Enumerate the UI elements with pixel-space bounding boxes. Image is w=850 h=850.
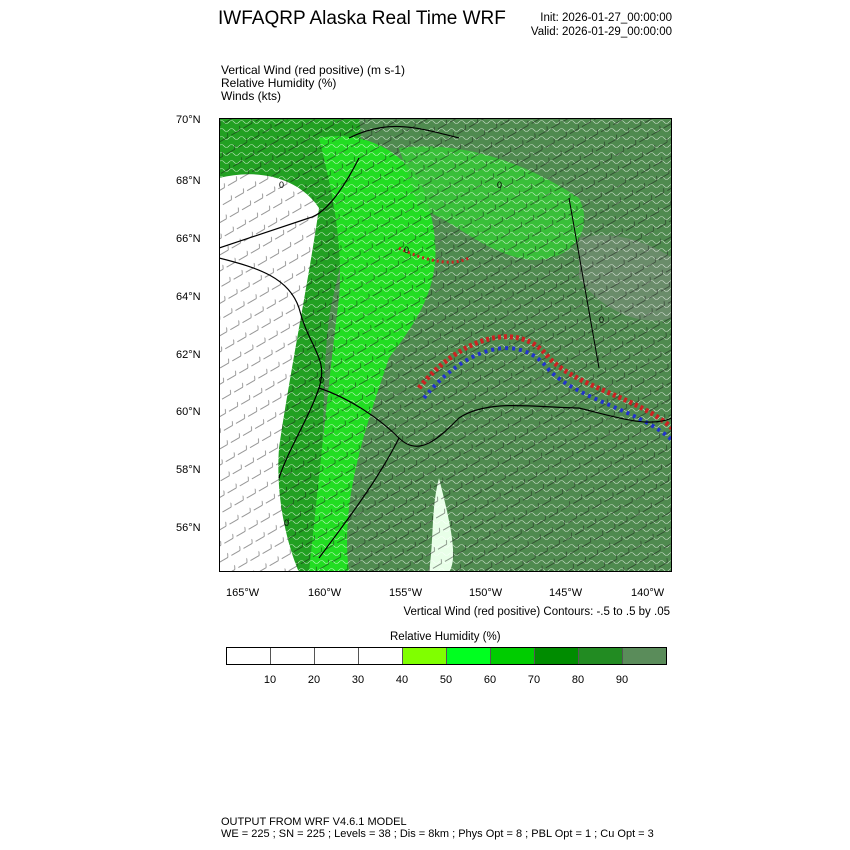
colorbar-swatch: [359, 648, 403, 664]
contour-label: 0: [404, 245, 409, 255]
lon-label: 145°W: [549, 587, 583, 599]
colorbar-label: 80: [571, 674, 585, 686]
field-label-rh: Relative Humidity (%): [221, 76, 337, 90]
contour-label: 0: [599, 315, 604, 325]
lon-label: 165°W: [226, 587, 260, 599]
contour-label: 0: [279, 180, 284, 190]
colorbar-label: 60: [483, 674, 497, 686]
colorbar-label: 20: [307, 674, 321, 686]
colorbar-swatch: [403, 648, 447, 664]
colorbar-label: 70: [527, 674, 541, 686]
init-time: Init: 2026-01-27_00:00:00: [540, 12, 672, 24]
lat-label: 66°N: [176, 233, 201, 245]
contour-label: 0: [497, 180, 502, 190]
weather-map: 0 0 0 0 0 0: [219, 118, 672, 572]
lon-label: 140°W: [631, 587, 665, 599]
footer-model: OUTPUT FROM WRF V4.6.1 MODEL: [221, 816, 407, 828]
colorbar-swatch: [227, 648, 271, 664]
colorbar-label: 40: [395, 674, 409, 686]
colorbar-title: Relative Humidity (%): [390, 631, 501, 643]
lon-label: 160°W: [308, 587, 342, 599]
contour-note: Vertical Wind (red positive) Contours: -…: [403, 606, 670, 618]
plot-title: IWFAQRP Alaska Real Time WRF: [218, 8, 506, 29]
lat-label: 70°N: [176, 114, 201, 126]
contour-label: 0: [319, 375, 324, 385]
colorbar-label: 90: [615, 674, 629, 686]
coastline: [219, 125, 672, 559]
valid-time: Valid: 2026-01-29_00:00:00: [530, 26, 672, 38]
field-label-vertical-wind: Vertical Wind (red positive) (m s-1): [221, 63, 406, 77]
colorbar: [226, 647, 667, 665]
lon-label: 155°W: [389, 587, 423, 599]
colorbar-swatch: [623, 648, 666, 664]
colorbar-label: 30: [351, 674, 365, 686]
map-frame: [219, 118, 672, 572]
lat-label: 60°N: [176, 406, 201, 418]
lon-label: 150°W: [469, 587, 503, 599]
colorbar-swatch: [315, 648, 359, 664]
colorbar-swatch: [491, 648, 535, 664]
lat-label: 58°N: [176, 464, 201, 476]
colorbar-swatch: [447, 648, 491, 664]
footer-config: WE = 225 ; SN = 225 ; Levels = 38 ; Dis …: [221, 828, 654, 840]
wind-barbs: [219, 118, 672, 572]
colorbar-swatch: [579, 648, 623, 664]
colorbar-swatch: [271, 648, 315, 664]
contour-labels: 0 0 0 0 0 0: [279, 180, 604, 528]
lat-label: 56°N: [176, 522, 201, 534]
vertical-wind-band: [398, 246, 672, 442]
lat-label: 64°N: [176, 291, 201, 303]
lat-label: 62°N: [176, 349, 201, 361]
colorbar-swatch: [535, 648, 579, 664]
colorbar-label: 50: [439, 674, 453, 686]
field-label-winds: Winds (kts): [221, 89, 281, 103]
contour-label: 0: [284, 518, 289, 528]
colorbar-label: 10: [263, 674, 277, 686]
lat-label: 68°N: [176, 175, 201, 187]
